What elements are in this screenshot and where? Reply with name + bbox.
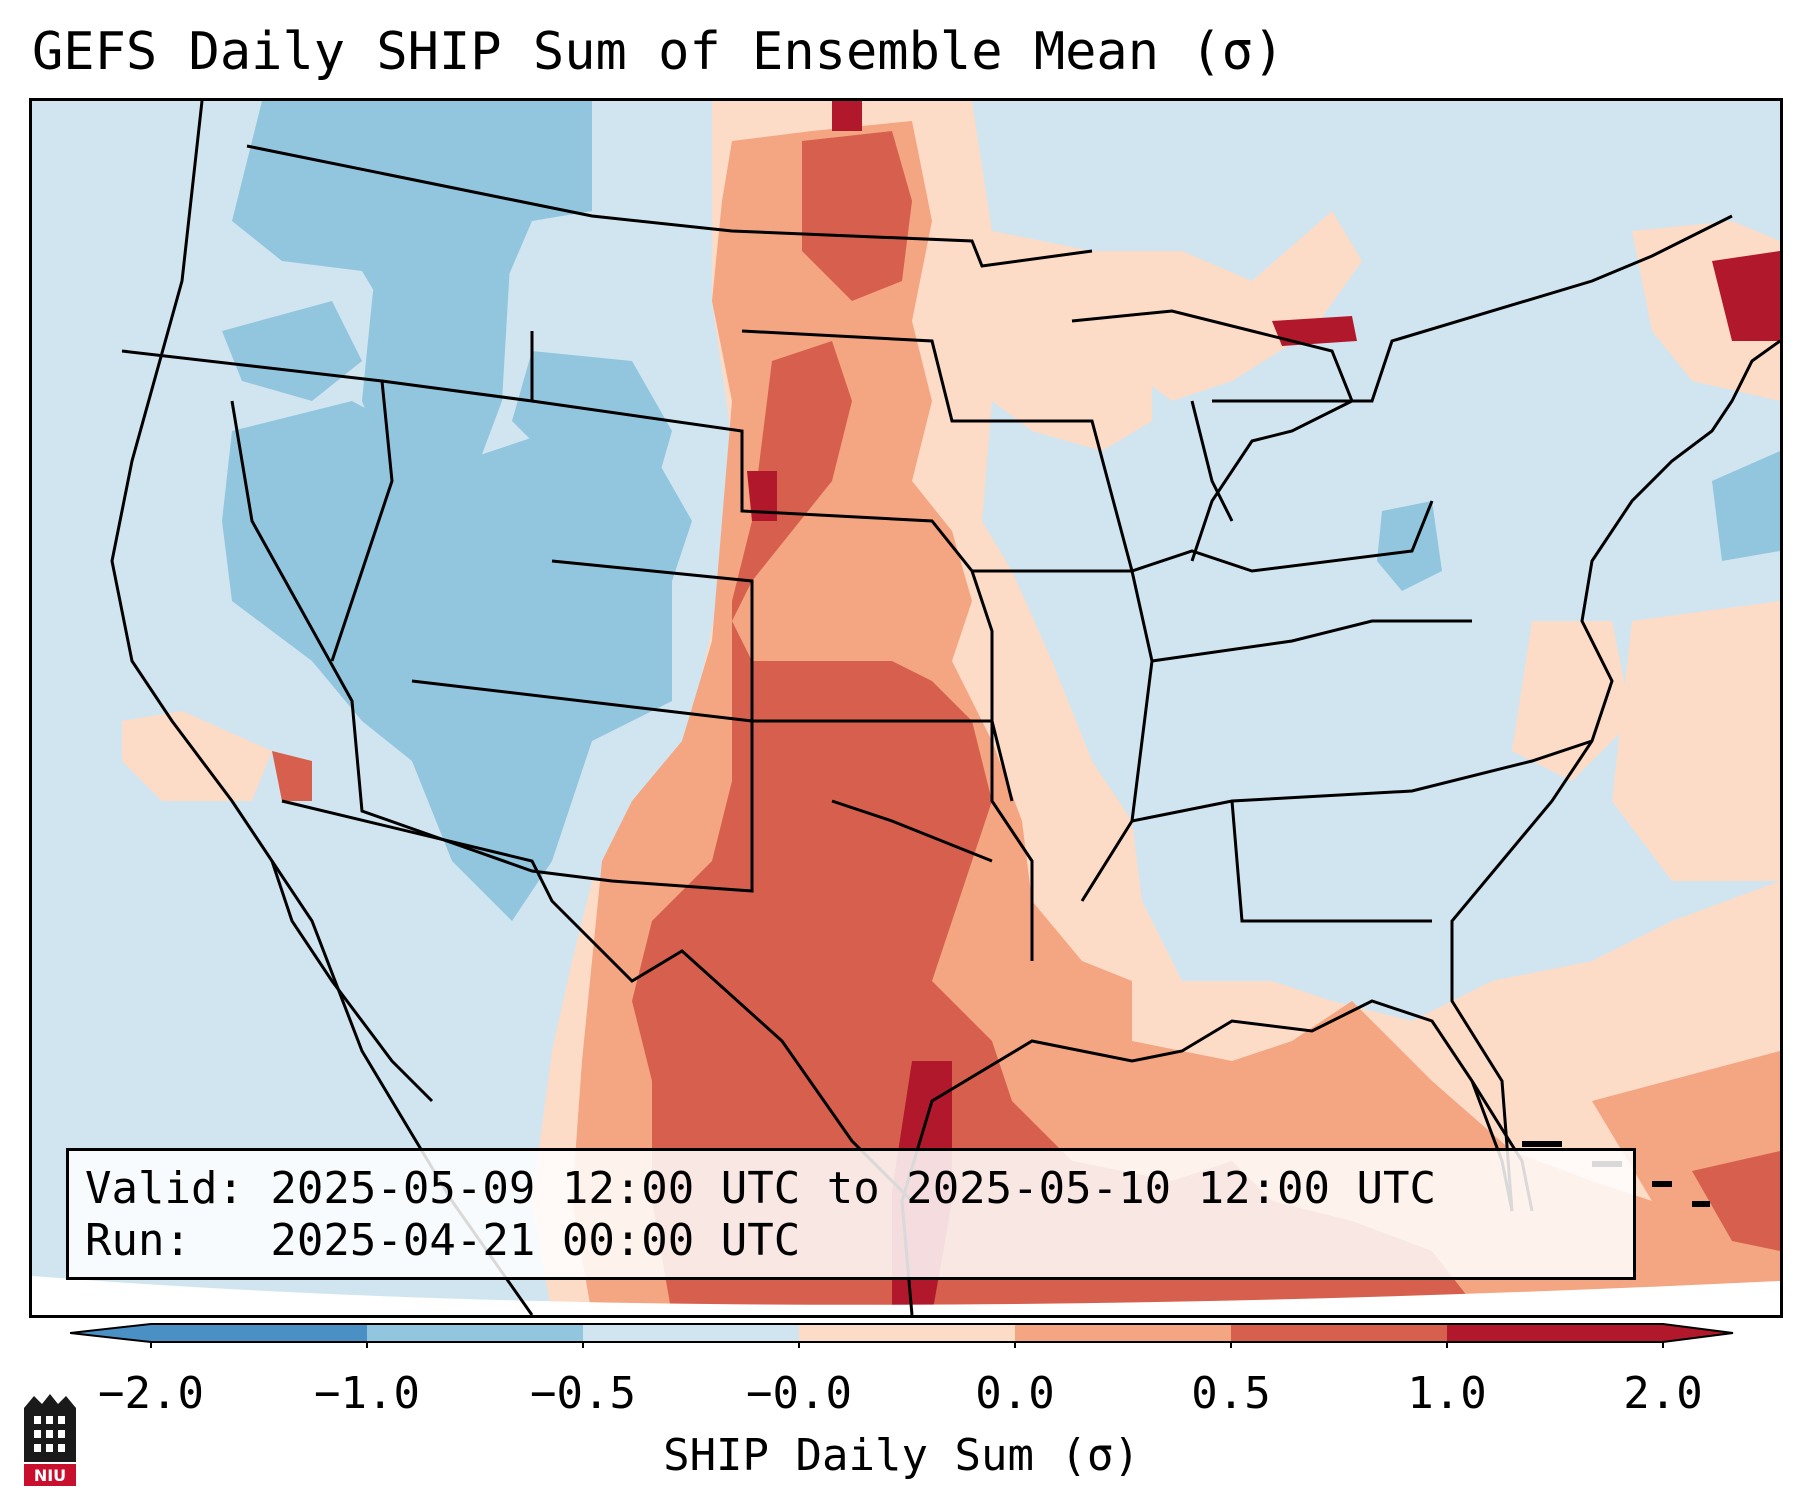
region-strong-negative-idaho: [362, 211, 512, 481]
region-extreme-positive-north-dakota: [832, 101, 862, 131]
region-strong-negative-atlantic: [1712, 451, 1780, 561]
region-strong-positive-dakotas: [802, 131, 912, 301]
run-time-text: Run: 2025-04-21 00:00 UTC: [85, 1215, 801, 1266]
mexico-border: [281, 799, 914, 1203]
region-weak-positive-east-gulf: [1612, 601, 1780, 881]
region-extreme-positive-kansas: [747, 471, 777, 521]
region-extreme-positive-superior: [1272, 316, 1357, 346]
colorbar-tick-label: −2.0: [98, 1368, 204, 1419]
atlantic-coastline: [1450, 339, 1780, 1212]
map-canvas: [32, 101, 1780, 1315]
state-line-6: [411, 679, 753, 723]
colorbar-extend-low: [70, 1324, 151, 1342]
state-line-11: [1230, 800, 1432, 923]
colorbar-segment: [1231, 1324, 1447, 1342]
political-boundaries: [110, 101, 1780, 1315]
region-extreme-positive-maine: [1712, 251, 1780, 341]
region-strong-negative-wyoming: [512, 351, 672, 501]
region-weak-positive-great-lakes: [1092, 211, 1362, 401]
logo-text: NIU: [34, 1466, 66, 1485]
colorbar-tick-label: 0.0: [975, 1368, 1055, 1419]
region-strong-positive-gulf-east: [1692, 1151, 1780, 1251]
colorbar-tick-label: −0.5: [530, 1368, 636, 1419]
niu-logo-icon: NIU: [24, 1394, 76, 1486]
colorbar-segment: [583, 1324, 799, 1342]
colorbar-extend-high: [1663, 1324, 1733, 1342]
valid-time-text: Valid: 2025-05-09 12:00 UTC to 2025-05-1…: [85, 1163, 1437, 1214]
colorbar-segment: [1015, 1324, 1231, 1342]
colorbar-label: SHIP Daily Sum (σ): [663, 1430, 1140, 1481]
colorbar: [70, 1323, 1734, 1348]
region-strong-positive-california: [272, 751, 312, 801]
state-line-12: [831, 799, 993, 863]
colorbar-segments: [70, 1323, 1734, 1348]
state-line-1: [121, 349, 394, 662]
state-line-10: [1151, 619, 1472, 663]
colorbar-tick-label: 2.0: [1623, 1368, 1703, 1419]
state-line-7: [741, 329, 1154, 902]
colorbar-tick-label: −0.0: [746, 1368, 852, 1419]
colorbar-segment: [151, 1324, 367, 1342]
out-of-domain-region: [32, 1276, 1780, 1315]
us-canada-border-east: [1212, 214, 1733, 403]
us-canada-border: [246, 144, 1093, 268]
state-line-9: [1131, 739, 1593, 823]
colorbar-segment: [367, 1324, 583, 1342]
region-strong-negative-ohio-valley: [1377, 501, 1442, 591]
map-panel: [29, 98, 1783, 1318]
map-title: GEFS Daily SHIP Sum of Ensemble Mean (σ): [32, 22, 1285, 82]
colorbar-tick-label: −1.0: [314, 1368, 420, 1419]
state-line-8: [972, 500, 1434, 573]
valid-run-info-box: Valid: 2025-05-09 12:00 UTC to 2025-05-1…: [66, 1148, 1636, 1280]
colorbar-segment: [1447, 1324, 1663, 1342]
colorbar-segment: [799, 1324, 1015, 1342]
region-strong-negative-great-basin: [222, 401, 692, 921]
state-line-2: [230, 400, 754, 893]
great-lakes-outline: [1071, 309, 1354, 562]
pacific-coastline: [110, 101, 534, 1315]
region-strong-positive-plains: [632, 341, 1482, 1315]
colorbar-tick-label: 0.5: [1191, 1368, 1271, 1419]
baja-coastline: [270, 860, 434, 1103]
colorbar-tick-label: 1.0: [1407, 1368, 1487, 1419]
